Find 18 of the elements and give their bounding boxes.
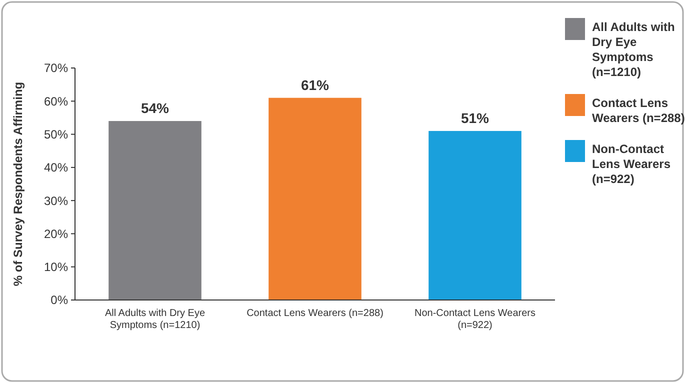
y-tick-label: 70% <box>44 61 68 76</box>
y-tick-label: 0% <box>50 293 68 308</box>
y-tick-label: 60% <box>44 94 68 108</box>
data-label: 61% <box>300 76 330 93</box>
x-tick-label: Non-Contact Lens Wearers (n=922) <box>414 308 536 331</box>
x-tick-label: Contact Lens Wearers (n=288) <box>246 308 384 319</box>
y-tick-label: 40% <box>44 160 68 175</box>
data-label: 54% <box>140 100 170 116</box>
y-tick-label: 30% <box>44 194 68 208</box>
y-tick-label: 20% <box>44 226 68 241</box>
y-axis-title: % of Survey Respondents Affirming <box>11 82 25 286</box>
y-tick-label: 50% <box>44 127 68 142</box>
legend-label: Non-Contact Lens Wearers (n=922) <box>592 142 671 186</box>
y-tick-label: 10% <box>44 260 68 274</box>
data-label: 51% <box>460 110 490 126</box>
legend-label: Contact Lens Wearers (n=288) <box>592 96 685 125</box>
x-tick-label: All Adults with Dry Eye Symptoms (n=1210) <box>104 308 206 331</box>
legend-label: All Adults with Dry Eye Symptoms (n=1210) <box>592 20 675 79</box>
